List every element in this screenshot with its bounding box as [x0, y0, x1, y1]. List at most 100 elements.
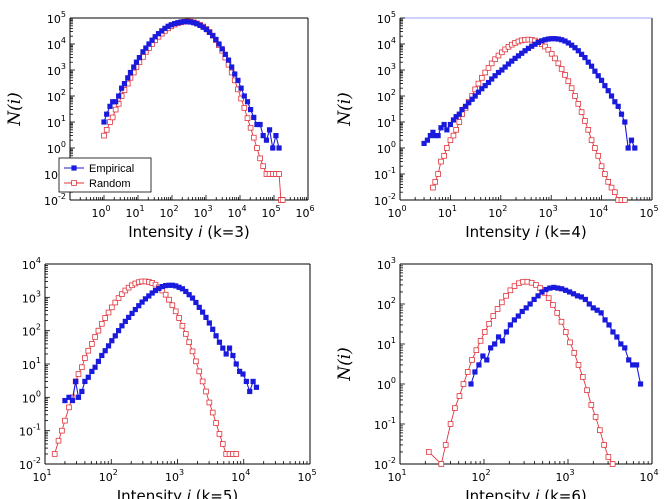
data-point-random — [475, 80, 482, 87]
data-point-empirical — [552, 36, 558, 42]
y-tick-label: 10-1 — [374, 416, 396, 432]
data-point-random — [254, 145, 260, 151]
data-point-random — [441, 153, 447, 159]
data-point-empirical — [606, 322, 612, 328]
data-point-empirical — [142, 296, 149, 302]
data-point-empirical — [232, 71, 238, 77]
data-point-random — [79, 364, 85, 371]
data-point-empirical — [569, 42, 575, 48]
data-point-random — [554, 310, 561, 316]
data-point-empirical — [632, 145, 638, 151]
data-point-empirical — [194, 21, 200, 27]
data-point-empirical — [240, 371, 246, 377]
data-point-empirical — [220, 345, 226, 351]
data-point-empirical — [551, 284, 557, 291]
data-point-random — [507, 287, 514, 294]
data-point-empirical — [121, 80, 128, 87]
data-point-empirical — [492, 341, 498, 347]
data-point-empirical — [156, 285, 162, 292]
data-point-empirical — [637, 381, 644, 387]
data-point-random — [279, 197, 286, 203]
data-point-empirical — [495, 69, 502, 76]
data-point-empirical — [594, 307, 600, 313]
data-point-empirical — [113, 99, 119, 105]
data-point-random — [533, 282, 539, 288]
y-tick-label: 10-2 — [19, 456, 41, 472]
data-point-random — [112, 106, 119, 113]
y-tick-label: 102 — [377, 296, 396, 312]
data-point-empirical — [241, 93, 247, 99]
data-point-empirical — [226, 345, 233, 351]
data-point-random — [203, 388, 209, 395]
data-point-random — [75, 371, 82, 377]
data-point-random — [62, 417, 68, 424]
data-point-empirical — [527, 301, 533, 307]
data-point-random — [250, 134, 257, 141]
y-tick-label: 100 — [22, 389, 41, 405]
data-point-empirical — [523, 305, 529, 311]
y-axis-label: N(i) — [335, 347, 355, 382]
data-point-random — [172, 308, 179, 315]
data-point-empirical — [82, 378, 88, 385]
data-point-empirical — [126, 314, 132, 321]
data-point-empirical — [484, 357, 490, 363]
data-point-empirical — [62, 397, 68, 404]
data-point-random — [430, 184, 436, 191]
y-tick-label: 10-1 — [19, 423, 41, 439]
data-point-empirical — [210, 326, 216, 332]
data-point-empirical — [626, 357, 632, 363]
data-point-empirical — [266, 127, 273, 133]
data-point-random — [571, 350, 578, 356]
data-point-random — [499, 299, 505, 306]
data-point-empirical — [469, 96, 475, 102]
data-point-empirical — [200, 309, 206, 315]
y-tick-label: 103 — [377, 256, 396, 272]
data-point-random — [479, 75, 485, 81]
data-point-random — [482, 69, 488, 76]
data-point-empirical — [605, 88, 611, 94]
data-point-empirical — [574, 293, 581, 299]
data-point-empirical — [565, 40, 571, 46]
x-tick-label: 103 — [165, 468, 184, 484]
data-point-empirical — [169, 282, 175, 288]
data-point-empirical — [515, 53, 522, 59]
data-point-empirical — [260, 132, 266, 139]
legend-marker — [71, 180, 77, 186]
y-tick-label: 104 — [377, 36, 396, 52]
data-point-random — [450, 132, 457, 139]
data-point-empirical — [127, 69, 134, 76]
data-point-random — [588, 137, 595, 143]
data-point-empirical — [525, 45, 532, 51]
data-point-random — [612, 189, 618, 195]
data-point-empirical — [168, 22, 174, 28]
data-point-random — [206, 399, 213, 406]
data-point-random — [622, 197, 628, 203]
data-point-random — [51, 451, 58, 457]
data-point-random — [499, 49, 505, 56]
data-point-empirical — [73, 378, 79, 385]
data-point-empirical — [572, 45, 578, 51]
data-point-empirical — [247, 388, 253, 395]
data-point-random — [550, 302, 556, 308]
data-point-random — [193, 358, 199, 365]
data-point-random — [464, 369, 471, 375]
data-point-empirical — [196, 304, 202, 310]
data-point-empirical — [116, 93, 122, 99]
x-axis-label: Intensity i (k=6) — [465, 487, 587, 499]
data-point-empirical — [163, 282, 169, 289]
data-point-empirical — [197, 22, 203, 28]
data-point-empirical — [547, 285, 553, 291]
data-point-empirical — [257, 121, 263, 128]
data-point-random — [122, 287, 129, 294]
data-point-empirical — [149, 290, 155, 296]
data-point-random — [545, 295, 552, 301]
y-tick-label: 100 — [377, 140, 396, 156]
data-point-empirical — [263, 137, 270, 143]
series-empirical — [421, 36, 638, 151]
x-tick-label: 105 — [261, 204, 280, 220]
data-point-empirical — [243, 378, 249, 385]
data-point-empirical — [575, 48, 581, 54]
data-point-empirical — [502, 64, 508, 70]
data-point-empirical — [233, 361, 239, 367]
